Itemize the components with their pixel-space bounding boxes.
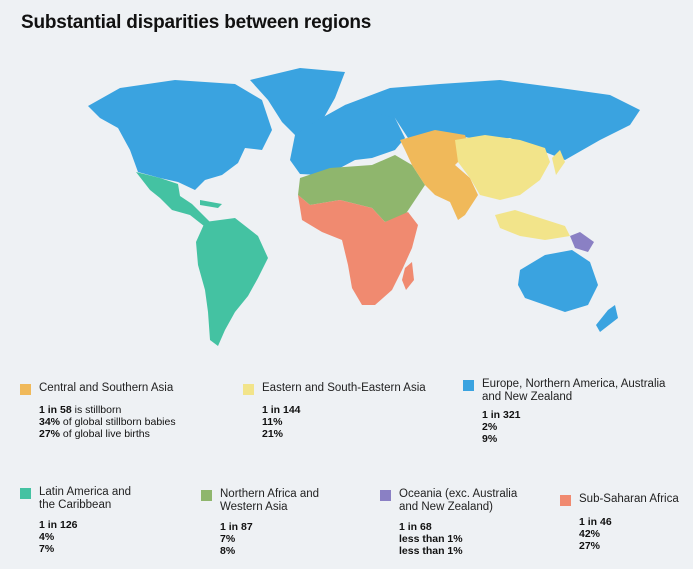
page-title: Substantial disparities between regions (21, 12, 372, 33)
legend-region-name: Europe, Northern America, Australia and … (482, 378, 666, 403)
legend-region-name: Oceania (exc. Australia and New Zealand) (399, 488, 518, 513)
region-oceania (570, 232, 594, 252)
legend-region-name: Latin America and the Caribbean (39, 486, 132, 511)
region-north-america (88, 80, 272, 190)
legend-region-name: Eastern and South-Eastern Asia (262, 382, 426, 394)
legend-n-africa-w-asia: Northern Africa and Western Asia 1 in 87… (201, 488, 361, 557)
legend-sub-saharan-africa: Sub-Saharan Africa 1 in 46 42% 27% (560, 493, 690, 552)
legend-stats: 1 in 144 11% 21% (262, 404, 301, 440)
region-australia (518, 250, 598, 312)
region-madagascar (402, 262, 414, 290)
legend-swatch (463, 380, 474, 391)
legend-region-name: Central and Southern Asia (39, 382, 174, 394)
legend-europe-na-anz: Europe, Northern America, Australia and … (463, 378, 678, 445)
legend-swatch (560, 495, 571, 506)
legend-stats: 1 in 58 is stillborn 34% of global still… (39, 404, 176, 440)
legend-stats: 1 in 46 42% 27% (579, 516, 612, 552)
legend-stats: 1 in 68 less than 1% less than 1% (399, 521, 463, 557)
region-south-america (196, 218, 268, 346)
region-central-america (136, 172, 210, 226)
region-sub-saharan-africa (298, 195, 418, 305)
legend-region-name: Sub-Saharan Africa (579, 493, 679, 505)
legend-stats: 1 in 126 4% 7% (39, 519, 78, 555)
legend-eastern-se-asia: Eastern and South-Eastern Asia 1 in 144 … (243, 382, 453, 440)
region-japan (552, 150, 565, 175)
legend-latin-america: Latin America and the Caribbean 1 in 126… (20, 486, 180, 555)
legend-swatch (20, 384, 31, 395)
legend-swatch (380, 490, 391, 501)
legend-swatch (20, 488, 31, 499)
region-eastern-se-asia (455, 135, 550, 200)
region-new-zealand (596, 305, 618, 332)
legend-central-southern-asia: Central and Southern Asia 1 in 58 is sti… (20, 382, 230, 440)
region-russia (345, 80, 640, 160)
legend-region-name: Northern Africa and Western Asia (220, 488, 320, 513)
legend-swatch (201, 490, 212, 501)
region-europe (290, 100, 405, 175)
region-se-asia-islands (495, 210, 570, 240)
legend-stats: 1 in 321 2% 9% (482, 409, 521, 445)
region-caribbean (200, 200, 222, 208)
legend-swatch (243, 384, 254, 395)
legend-stats: 1 in 87 7% 8% (220, 521, 253, 557)
region-n-africa-w-asia (298, 155, 425, 222)
legend-oceania: Oceania (exc. Australia and New Zealand)… (380, 488, 550, 557)
